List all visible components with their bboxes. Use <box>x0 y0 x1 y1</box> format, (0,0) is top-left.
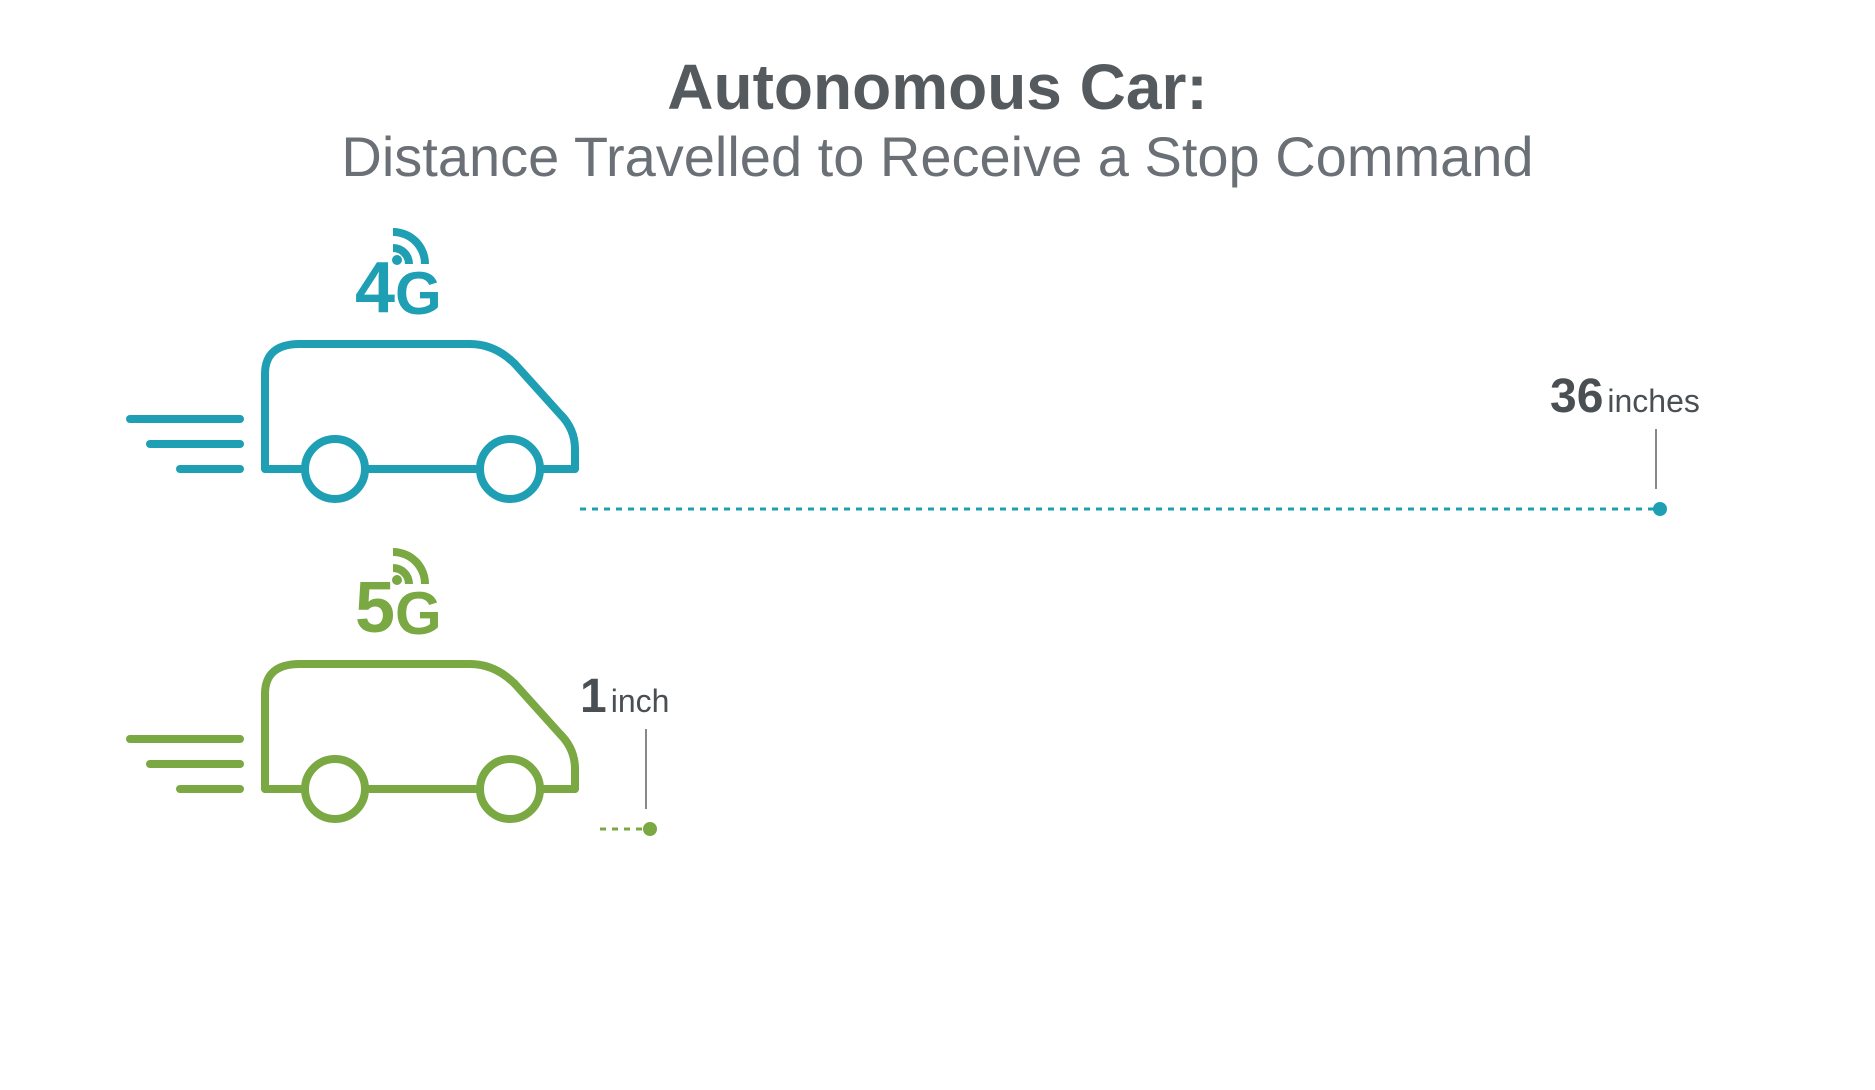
rows-container: 4 G 36inches5 G <box>80 229 1795 869</box>
distance-label: 1inch <box>580 669 669 724</box>
leader-line <box>645 729 647 809</box>
signal-icon <box>391 226 431 266</box>
signal-icon <box>391 546 431 586</box>
distance-value: 36 <box>1550 370 1603 423</box>
distance-unit: inch <box>611 683 670 719</box>
distance-label: 36inches <box>1550 369 1700 424</box>
leader-line <box>1655 429 1657 489</box>
title-sub: Distance Travelled to Receive a Stop Com… <box>80 124 1795 189</box>
van-graphic <box>120 314 580 519</box>
comparison-row: 5 G 1inch <box>80 549 1795 869</box>
distance-line <box>600 819 670 844</box>
distance-line <box>580 499 1680 524</box>
title-main: Autonomous Car: <box>80 50 1795 124</box>
van-graphic <box>120 634 580 839</box>
distance-value: 1 <box>580 670 607 723</box>
comparison-row: 4 G 36inches <box>80 229 1795 549</box>
title-block: Autonomous Car: Distance Travelled to Re… <box>80 50 1795 189</box>
van-icon <box>120 634 580 834</box>
van-icon <box>120 314 580 514</box>
distance-unit: inches <box>1607 383 1700 419</box>
